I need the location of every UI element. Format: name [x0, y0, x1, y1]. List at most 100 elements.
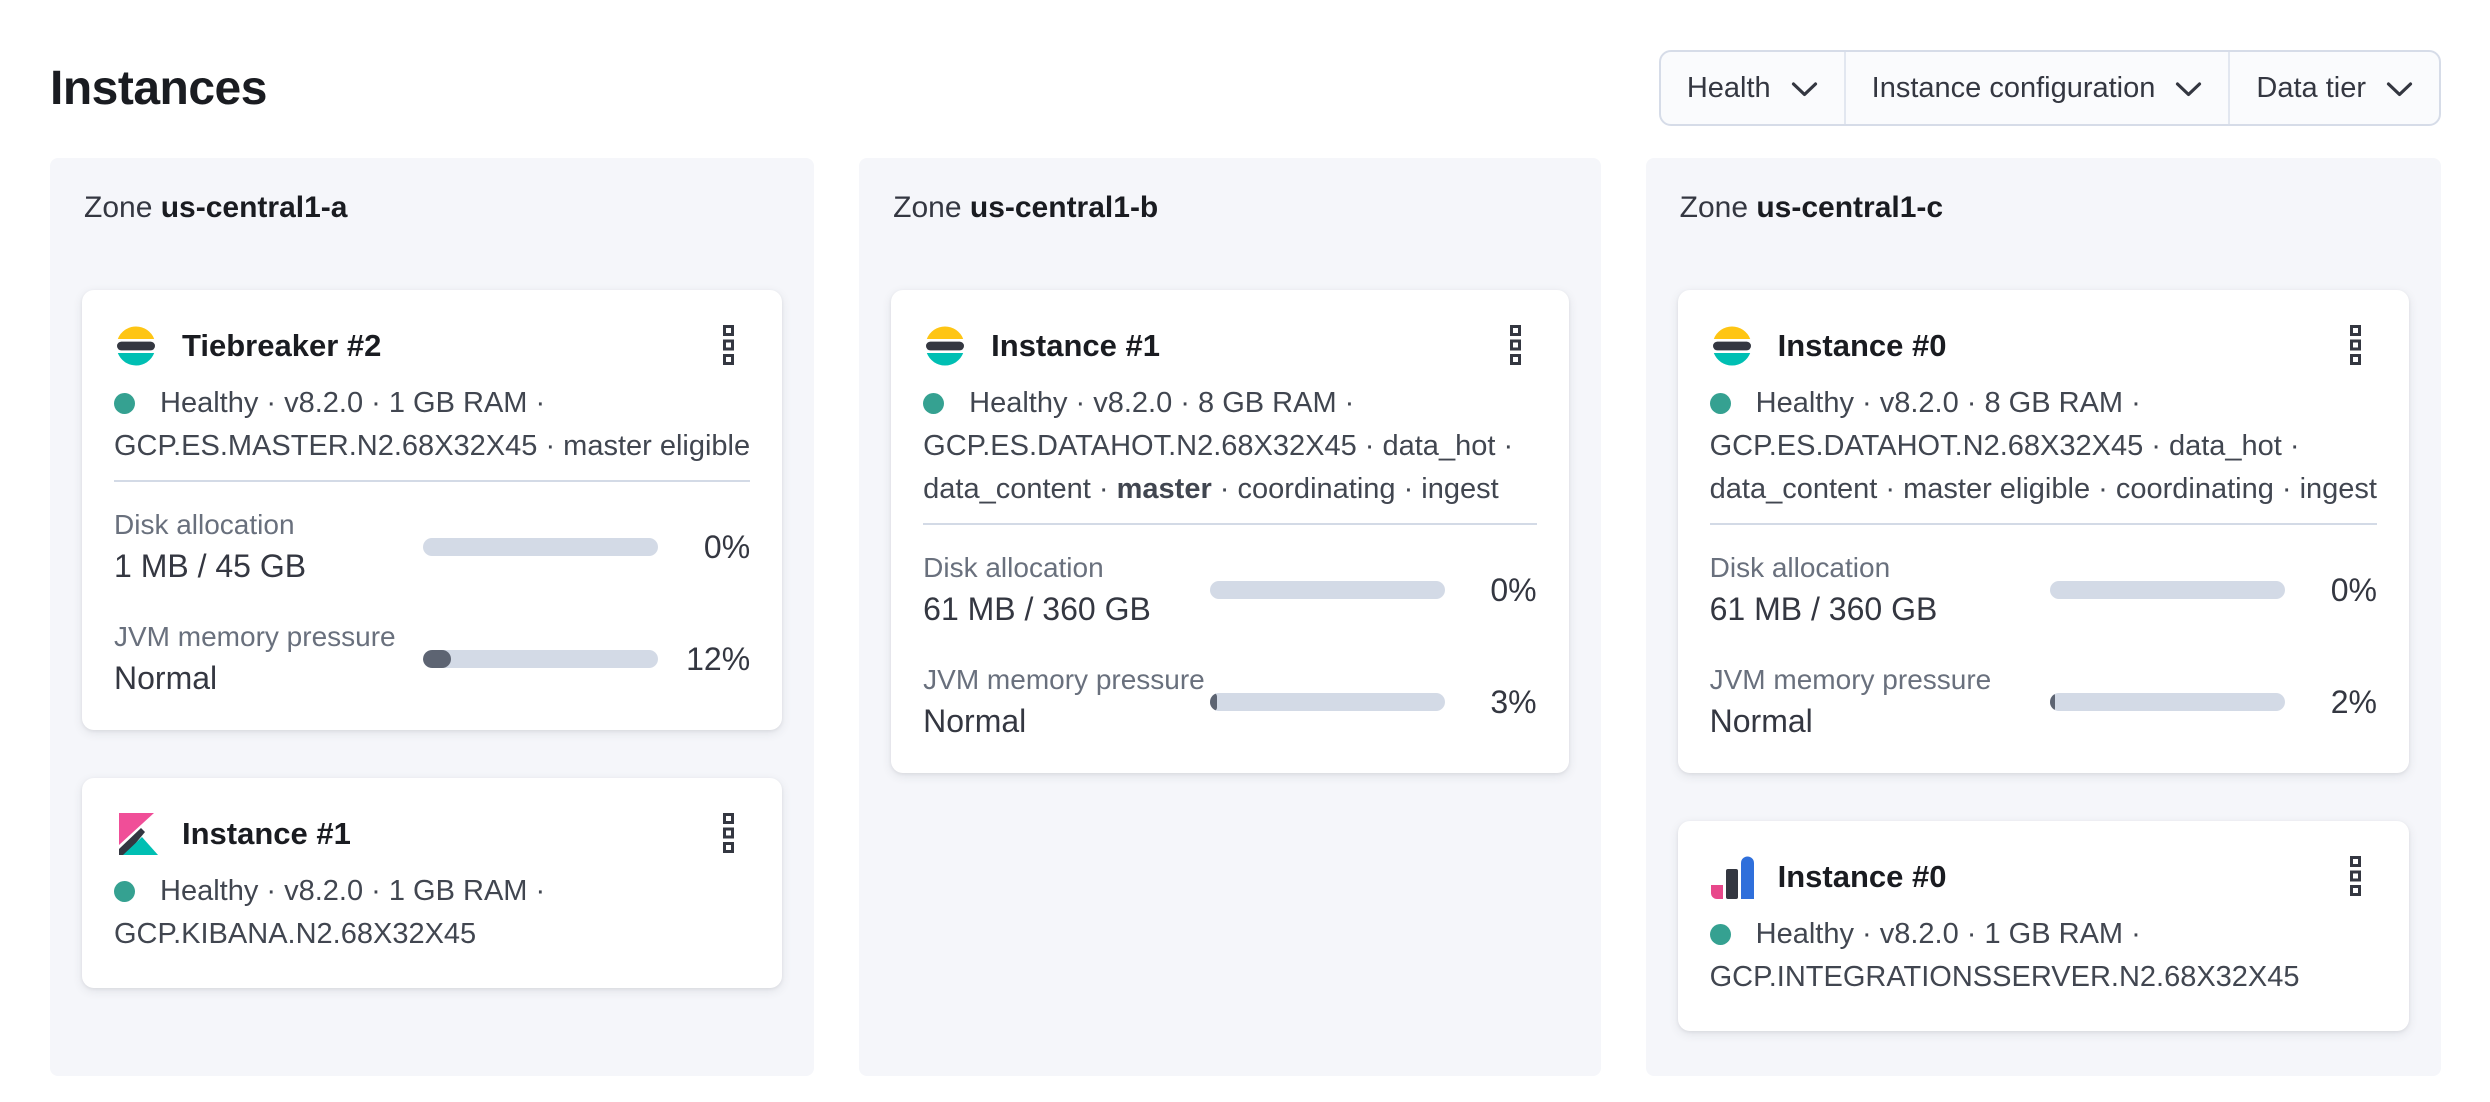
config-line: GCP.ES.DATAHOT.N2.68X32X45 · data_hot · [923, 430, 1514, 462]
instance-title: Instance #0 [1777, 328, 1947, 363]
metric-label: Disk allocation [1709, 552, 1891, 583]
status-line: Healthy · v8.2.0 · 8 GB RAM · [1755, 387, 2141, 419]
card-divider [923, 523, 1537, 525]
kebab-menu-icon [720, 811, 736, 858]
health-status-dot-icon [1709, 393, 1731, 414]
zone-us-central1-b: Zone us-central1-b Instance #1 Healthy ·… [859, 158, 1601, 1076]
elasticsearch-logo [923, 324, 967, 368]
chevron-down-icon [2386, 81, 2413, 98]
filter-data-tier-label: Data tier [2256, 71, 2366, 104]
kibana-logo [114, 812, 158, 856]
metric-value: 61 MB / 360 GB [1709, 591, 1938, 627]
instance-card-integrations-0: Instance #0 Healthy · v8.2.0 · 1 GB RAM … [1677, 821, 2409, 1031]
instance-card-es-0: Instance #0 Healthy · v8.2.0 · 8 GB RAM … [1677, 290, 2409, 773]
jvm-memory-pressure-metric: JVM memory pressure Normal 3% [923, 663, 1536, 741]
elasticsearch-logo [1710, 324, 1754, 368]
zone-us-central1-a: Zone us-central1-a Tiebreaker #2 Healthy… [50, 158, 815, 1076]
instance-menu-button[interactable] [2333, 322, 2377, 370]
instance-card-kibana-1: Instance #1 Healthy · v8.2.0 · 1 GB RAM … [82, 778, 783, 988]
instance-status: Healthy · v8.2.0 · 8 GB RAM · GCP.ES.DAT… [923, 382, 1536, 511]
chevron-down-icon [2175, 81, 2202, 98]
instance-status: Healthy · v8.2.0 · 1 GB RAM · GCP.ES.MAS… [114, 382, 750, 468]
roles-line: data_content · master · coordinating · i… [923, 473, 1499, 505]
instance-card-tiebreaker-2: Tiebreaker #2 Healthy · v8.2.0 · 1 GB RA… [82, 290, 783, 730]
zones-container: Zone us-central1-a Tiebreaker #2 Healthy… [0, 158, 2490, 1076]
card-divider [1709, 523, 2377, 525]
status-line: Healthy · v8.2.0 · 8 GB RAM · [969, 387, 1355, 419]
metric-value: Normal [923, 703, 1027, 739]
filter-health-button[interactable]: Health [1661, 52, 1844, 124]
zone-name: us-central1-a [160, 191, 348, 224]
metric-percent: 12% [686, 640, 751, 677]
config-line: GCP.INTEGRATIONSSERVER.N2.68X32X45 [1709, 961, 2300, 993]
instance-status: Healthy · v8.2.0 · 8 GB RAM · GCP.ES.DAT… [1709, 382, 2377, 511]
jvm-memory-pressure-metric: JVM memory pressure Normal 2% [1710, 663, 2377, 741]
config-line: GCP.ES.DATAHOT.N2.68X32X45 · data_hot · [1709, 430, 2300, 462]
metric-value: Normal [1709, 703, 1813, 739]
metric-label: JVM memory pressure [923, 664, 1205, 695]
page-header: Instances Health Instance configuration … [0, 50, 2490, 126]
filter-health-label: Health [1686, 71, 1771, 104]
health-status-dot-icon [114, 881, 135, 902]
instance-title: Instance #1 [182, 816, 351, 851]
instance-title: Instance #1 [991, 328, 1161, 363]
zone-us-central1-c: Zone us-central1-c Instance #0 Healthy ·… [1645, 158, 2441, 1076]
instance-title: Tiebreaker #2 [182, 328, 382, 363]
elasticsearch-logo [114, 324, 158, 368]
health-status-dot-icon [1709, 924, 1731, 945]
metric-value: 61 MB / 360 GB [923, 591, 1151, 627]
zone-name: us-central1-b [969, 191, 1159, 224]
jvm-memory-pressure-progressbar [1209, 693, 1445, 711]
config-line: GCP.ES.MASTER.N2.68X32X45 · master eligi… [114, 430, 751, 462]
config-line: GCP.KIBANA.N2.68X32X45 [114, 918, 477, 950]
health-status-dot-icon [114, 393, 135, 414]
zone-label: Zone us-central1-c [1679, 191, 1944, 224]
instance-menu-button[interactable] [2333, 853, 2377, 901]
zone-name: us-central1-c [1756, 191, 1944, 224]
roles-line: data_content · master eligible · coordin… [1709, 473, 2377, 505]
instance-menu-button[interactable] [706, 322, 750, 370]
filter-bar: Health Instance configuration Data tier [1658, 50, 2441, 126]
chevron-down-icon [1791, 81, 1818, 98]
instance-card-es-1: Instance #1 Healthy · v8.2.0 · 8 GB RAM … [891, 290, 1569, 773]
page-title: Instances [50, 61, 267, 115]
zone-label: Zone us-central1-b [893, 191, 1159, 224]
disk-allocation-progressbar [2050, 581, 2285, 599]
status-line: Healthy · v8.2.0 · 1 GB RAM · [160, 387, 546, 419]
instance-menu-button[interactable] [1493, 322, 1537, 370]
jvm-memory-pressure-progressbar [2050, 693, 2285, 711]
filter-instance-configuration-label: Instance configuration [1871, 71, 2156, 104]
zone-label: Zone us-central1-a [84, 191, 348, 224]
card-divider [114, 480, 751, 482]
filter-instance-configuration-button[interactable]: Instance configuration [1843, 52, 2229, 124]
instance-status: Healthy · v8.2.0 · 1 GB RAM · GCP.KIBANA… [114, 870, 750, 956]
jvm-memory-pressure-metric: JVM memory pressure Normal 12% [114, 620, 750, 698]
health-status-dot-icon [923, 393, 945, 414]
disk-allocation-progressbar [1209, 581, 1445, 599]
kebab-menu-icon [1507, 323, 1523, 370]
metric-value: Normal [114, 660, 218, 696]
metric-label: JVM memory pressure [114, 621, 396, 652]
metric-label: JVM memory pressure [1709, 664, 1992, 695]
metric-value: 1 MB / 45 GB [114, 548, 307, 584]
metric-label: Disk allocation [114, 509, 295, 540]
kebab-menu-icon [720, 323, 736, 370]
disk-allocation-progressbar [423, 538, 659, 556]
disk-allocation-metric: Disk allocation 1 MB / 45 GB 0% [114, 508, 750, 586]
disk-allocation-metric: Disk allocation 61 MB / 360 GB 0% [923, 551, 1536, 629]
status-line: Healthy · v8.2.0 · 1 GB RAM · [160, 875, 546, 907]
metric-percent: 2% [2330, 683, 2377, 720]
metric-percent: 3% [1490, 683, 1537, 720]
status-line: Healthy · v8.2.0 · 1 GB RAM · [1755, 918, 2141, 950]
instance-title: Instance #0 [1777, 859, 1947, 894]
jvm-memory-pressure-progressbar [423, 650, 659, 668]
metric-percent: 0% [2330, 571, 2377, 608]
filter-data-tier-button[interactable]: Data tier [2228, 52, 2439, 124]
instance-menu-button[interactable] [706, 810, 750, 858]
disk-allocation-metric: Disk allocation 61 MB / 360 GB 0% [1710, 551, 2377, 629]
integrations-server-logo [1710, 855, 1754, 899]
metric-label: Disk allocation [923, 552, 1104, 583]
kebab-menu-icon [2347, 854, 2363, 901]
metric-percent: 0% [703, 528, 751, 565]
metric-percent: 0% [1490, 571, 1537, 608]
